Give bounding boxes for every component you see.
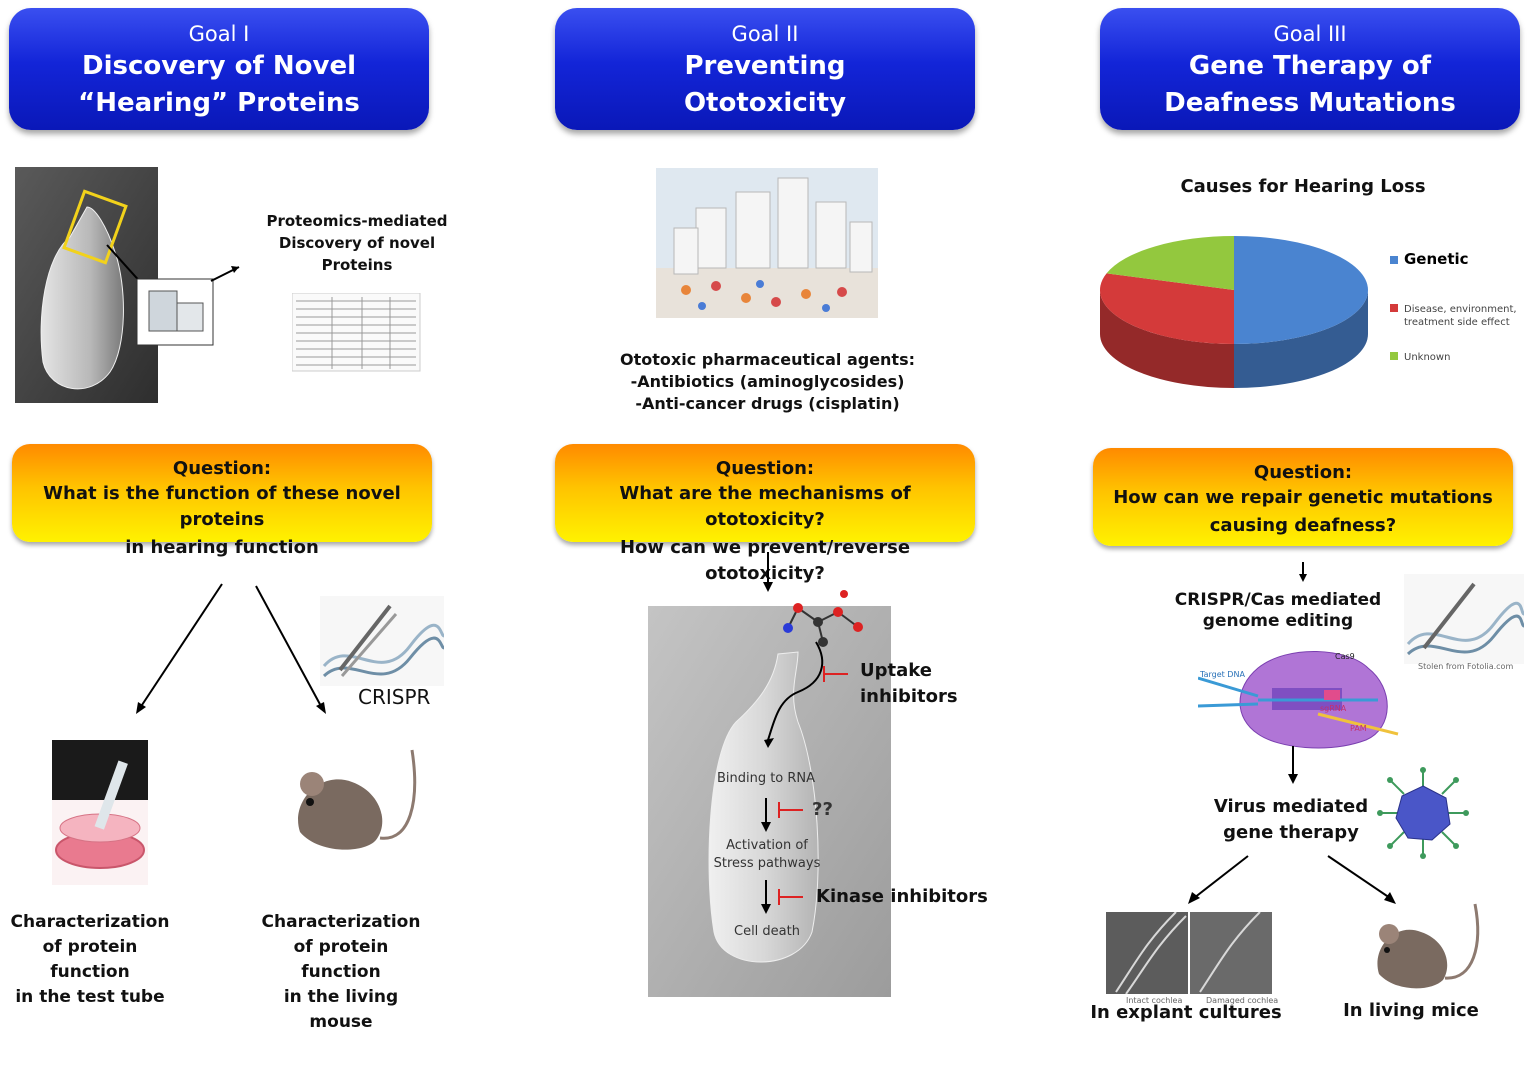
ototoxic-agents-line2: -Antibiotics (aminoglycosides) xyxy=(630,372,905,391)
virus-gene-therapy-caption: Virus mediated gene therapy xyxy=(1196,794,1386,846)
pie-side-0 xyxy=(1234,290,1368,388)
test-tube-caption-line3: in the test tube xyxy=(15,987,165,1007)
pill-bottles-image xyxy=(656,168,878,318)
uptake-line2: inhibitors xyxy=(860,686,958,707)
question-2-line1: What are the mechanisms of ototoxicity? xyxy=(619,483,911,530)
crispr-cas-caption: CRISPR/Cas mediated genome editing xyxy=(1163,590,1393,632)
crispr-dna-scissors-icon xyxy=(320,596,444,686)
mouse-image-2 xyxy=(1377,903,1480,989)
binding-to-rna-label: Binding to RNA xyxy=(716,771,816,786)
question-3-line2: causing deafness? xyxy=(1209,515,1397,536)
proteomics-line3: Proteins xyxy=(321,256,393,274)
down-arrow-col2 xyxy=(763,552,773,592)
activation-stress-label: Activation of Stress pathways xyxy=(706,837,828,873)
test-tube-petri-dish-image xyxy=(52,740,148,885)
pie-side-1 xyxy=(1100,290,1234,388)
proteomics-caption: Proteomics-mediated Discovery of novel P… xyxy=(262,210,452,276)
down-arrow-col3-top xyxy=(1299,562,1307,582)
uptake-line1: Uptake xyxy=(860,660,932,681)
target-dna-label: Target DNA xyxy=(1200,670,1245,679)
ototoxic-agents-line3: -Anti-cancer drugs (cisplatin) xyxy=(635,394,900,413)
goal-1-title-line1: Discovery of Novel xyxy=(82,51,356,81)
question-2-line2: How can we prevent/reverse ototoxicity? xyxy=(619,537,911,584)
virus-line1: Virus mediated xyxy=(1213,796,1369,817)
ototoxicity-pathway-diagram xyxy=(648,590,891,997)
proteomics-line1: Proteomics-mediated xyxy=(266,212,448,230)
goal-2-number: Goal II xyxy=(731,22,799,46)
pie-slice-0 xyxy=(1234,236,1368,344)
goal-2-header: Goal II Preventing Ototoxicity xyxy=(555,8,975,130)
ototoxic-agents-line1: Ototoxic pharmaceutical agents: xyxy=(620,350,915,369)
activation-line2: Stress pathways xyxy=(713,856,821,871)
ototoxic-agents-text: Ototoxic pharmaceutical agents: -Antibio… xyxy=(580,349,955,415)
goal-2-title-line1: Preventing xyxy=(684,51,846,81)
question-box-3: Question: How can we repair genetic muta… xyxy=(1093,448,1513,546)
question-3-line1: How can we repair genetic mutations xyxy=(1113,487,1493,508)
legend-label-2: Unknown xyxy=(1404,352,1450,363)
goal-1-header: Goal I Discovery of Novel “Hearing” Prot… xyxy=(9,8,429,130)
cas9-complex-diagram xyxy=(1198,651,1399,749)
protein-table-thumbnail xyxy=(292,293,421,372)
pam-label: PAM xyxy=(1350,724,1367,733)
hearing-loss-pie-chart: Genetic Disease, environment, treatment si… xyxy=(1100,236,1517,388)
mouse-image xyxy=(298,749,417,850)
intact-cochlea-label: Intact cochlea xyxy=(1126,996,1183,1005)
test-tube-caption-line1: Characterization xyxy=(10,912,170,932)
sgrna-label: sgRNA xyxy=(1320,704,1347,713)
living-mice-label: In living mice xyxy=(1343,1000,1479,1021)
living-mouse-caption-line1: Characterization xyxy=(261,912,421,932)
col1-branch-arrows xyxy=(136,583,326,714)
legend-swatch-2 xyxy=(1390,352,1398,360)
pie-depth xyxy=(1100,290,1368,388)
living-mouse-caption-line3: in the living mouse xyxy=(283,987,399,1032)
proteomics-line2: Discovery of novel xyxy=(278,234,436,252)
uptake-inhibitors-label: Uptake inhibitors xyxy=(860,658,958,710)
goal-1-number: Goal I xyxy=(188,22,250,46)
goal-2-title-line2: Ototoxicity xyxy=(683,88,847,118)
pie-slice-2 xyxy=(1106,236,1234,290)
pie-slice-1 xyxy=(1100,273,1234,344)
goal-3-header: Goal III Gene Therapy of Deafness Mutati… xyxy=(1100,8,1520,130)
legend-swatch-0 xyxy=(1390,256,1398,264)
activation-line1: Activation of xyxy=(726,838,808,853)
virus-particle-icon xyxy=(1377,767,1469,859)
legend-label-1: Disease, environment, treatment side effe… xyxy=(1404,304,1517,328)
test-tube-caption-line2: of protein function xyxy=(42,937,138,982)
crispr-dna-scissors-icon-2 xyxy=(1404,574,1524,664)
virus-line2: gene therapy xyxy=(1223,822,1359,843)
cas9-label: Cas9 xyxy=(1335,652,1355,661)
living-mouse-caption-line2: of protein function xyxy=(293,937,389,982)
question-2-head: Question: xyxy=(715,458,815,479)
unknown-step-label: ?? xyxy=(812,799,833,820)
legend-swatch-1 xyxy=(1390,304,1398,312)
hair-cell-micrograph xyxy=(15,167,240,403)
crispr-cas-line1: CRISPR/Cas mediated xyxy=(1174,590,1382,610)
test-tube-caption: Characterization of protein function in … xyxy=(5,910,175,1010)
pie-top xyxy=(1100,236,1368,344)
pie-legend: Genetic Disease, environment, treatment si… xyxy=(1390,250,1517,363)
question-1-line1: What is the function of these novel prot… xyxy=(43,483,401,530)
damaged-cochlea-label: Damaged cochlea xyxy=(1206,996,1279,1005)
legend-label-0: Genetic xyxy=(1404,250,1469,268)
living-mouse-caption: Characterization of protein function in … xyxy=(255,910,427,1035)
goal-3-number: Goal III xyxy=(1273,22,1347,46)
goal-1-title-line2: “Hearing” Proteins xyxy=(78,88,360,118)
question-3-head: Question: xyxy=(1253,462,1353,483)
goal-3-title-line1: Gene Therapy of xyxy=(1188,51,1432,81)
question-1-head: Question: xyxy=(172,458,272,479)
explant-cultures-label: In explant cultures xyxy=(1090,1002,1282,1023)
question-box-1: Question: What is the function of these … xyxy=(12,444,432,558)
image-credit: Stolen from Fotolia.com xyxy=(1418,662,1514,671)
down-arrow-col3-mid xyxy=(1288,746,1298,784)
question-box-2: Question: What are the mechanisms of oto… xyxy=(555,444,975,584)
cochlea-sem-images xyxy=(1106,912,1272,994)
kinase-inhibitors-label: Kinase inhibitors xyxy=(816,886,988,907)
question-1-line2: in hearing function xyxy=(125,537,319,558)
goal-3-title-line2: Deafness Mutations xyxy=(1164,88,1456,118)
crispr-cas-line2: genome editing xyxy=(1202,611,1354,631)
col3-branch-arrows xyxy=(1188,855,1396,904)
pie-chart-title: Causes for Hearing Loss xyxy=(1180,176,1426,197)
cell-death-label: Cell death xyxy=(734,924,800,939)
crispr-label: CRISPR xyxy=(358,685,431,709)
